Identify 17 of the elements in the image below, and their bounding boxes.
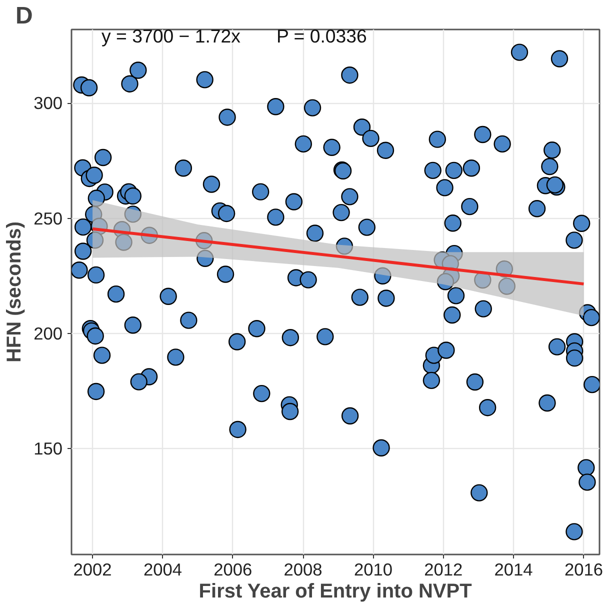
annotation: y = 3700 − 1.72x	[102, 26, 242, 46]
text: D	[16, 2, 33, 30]
x-tick-label: 2014	[494, 560, 534, 580]
x-tick-label: 2012	[424, 560, 463, 580]
y-tick-label: 150	[34, 438, 63, 459]
x-tick-label: 2004	[143, 560, 182, 580]
x-tick-label: 2010	[354, 560, 393, 580]
x-tick-label: 2006	[214, 560, 252, 580]
x-tick-label: 2008	[284, 560, 322, 580]
y-tick-label: 300	[34, 93, 63, 114]
x-tick-label: 2016	[564, 560, 603, 580]
y-axis-title: HFN (seconds)	[4, 221, 26, 363]
annotation: P = 0.0336	[276, 26, 367, 46]
x-tick-label: 2002	[73, 560, 112, 580]
y-tick-label: 200	[34, 323, 63, 344]
y-tick-label: 250	[34, 208, 63, 228]
x-axis-title: First Year of Entry into NVPT	[198, 580, 472, 602]
